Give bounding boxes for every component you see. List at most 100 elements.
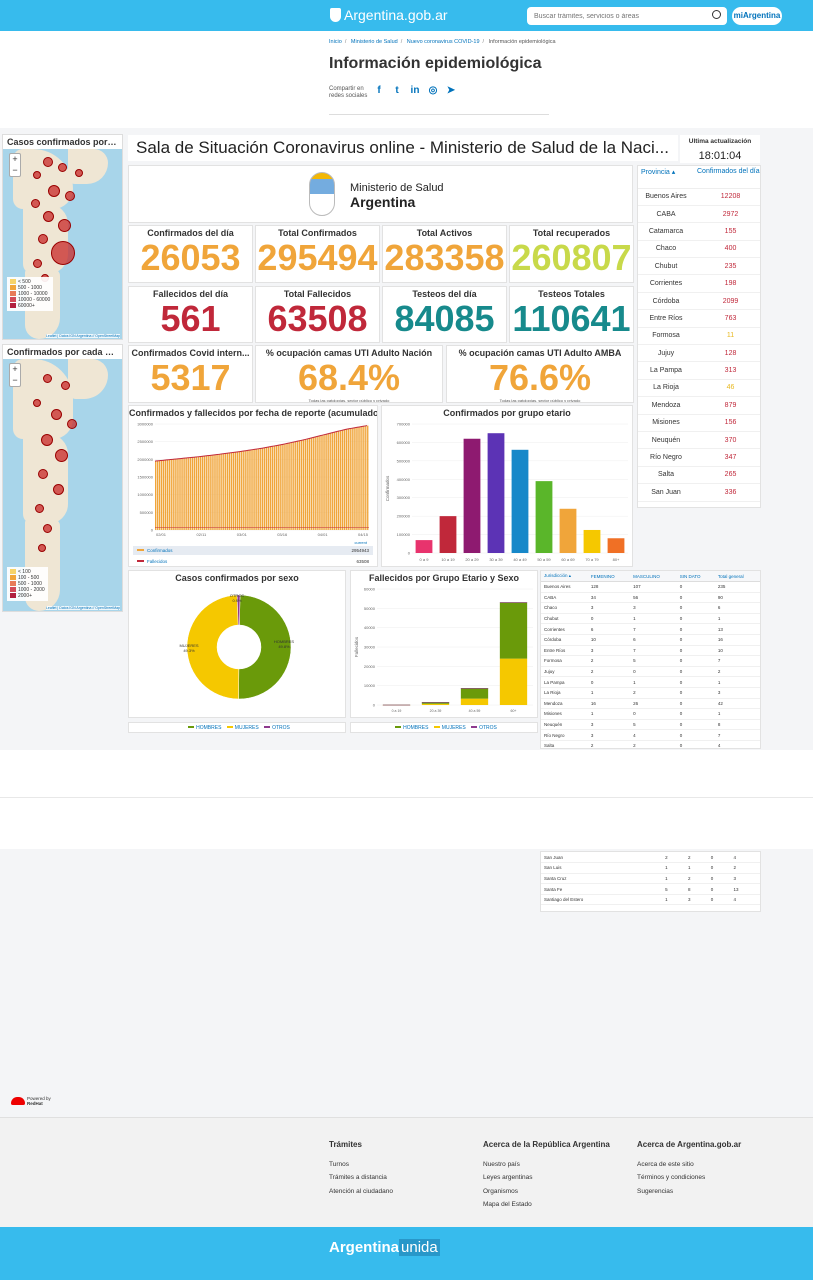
zoom-control[interactable]: + − <box>9 363 21 387</box>
footer-link[interactable]: Acerca de este sitio <box>637 1160 694 1168</box>
y-tick-label: 20000 <box>364 664 376 669</box>
telegram-icon[interactable]: ➤ <box>446 85 456 96</box>
bar <box>511 449 529 553</box>
table-row[interactable]: Neuquén 3 5 0 8 <box>541 719 760 731</box>
table-row[interactable]: Corrientes 198 <box>638 274 760 293</box>
table-cell: Buenos Aires <box>541 581 588 593</box>
breadcrumb-covid[interactable]: Nuevo coronavirus COVID-19 <box>406 39 480 45</box>
table-cell: 0 <box>676 687 715 699</box>
map-title: Casos confirmados por pr... <box>7 137 122 147</box>
footer-link[interactable]: Leyes argentinas <box>483 1174 533 1181</box>
table-row[interactable]: Chubut 235 <box>638 257 760 276</box>
kpi-hospitalized: Confirmados Covid intern... 5317 <box>128 345 253 403</box>
table-row[interactable]: San Luis 1 1 0 2 <box>541 862 760 874</box>
bar-confirmados <box>225 453 227 530</box>
table-row[interactable]: La Rioja 1 2 0 3 <box>541 687 760 699</box>
footer-link[interactable]: Atención al ciudadano <box>329 1187 393 1195</box>
y-axis-label: Fallecidos <box>354 636 359 657</box>
table-row[interactable]: Río Negro 3 4 0 7 <box>541 729 760 741</box>
table-row[interactable]: La Rioja 46 <box>638 379 760 398</box>
table-row[interactable]: Chubut 0 1 0 1 <box>541 613 760 625</box>
province-table[interactable]: Provincia ▴ Confirmados del día T Buenos… <box>637 165 761 508</box>
top-nav-bar: Argentina.gob.ar miArgentina <box>0 0 813 31</box>
table-cell: 1 <box>662 894 685 906</box>
kpi-total-active: Total Activos 283358 <box>382 225 507 283</box>
site-logo[interactable]: Argentina.gob.ar <box>330 7 448 23</box>
confirmed-value: 347 <box>694 448 760 467</box>
breadcrumb-ministerio[interactable]: Ministerio de Salud <box>350 39 398 45</box>
table-row[interactable]: Misiones 156 <box>638 414 760 432</box>
bar-confirmados <box>287 443 289 530</box>
table-row[interactable]: Formosa 2 5 0 7 <box>541 655 760 667</box>
col-header-confirmed[interactable]: Confirmados del día <box>694 166 760 189</box>
table-row[interactable]: Mendoza 16 26 0 42 <box>541 698 760 710</box>
table-row[interactable]: Entre Ríos 763 <box>638 309 760 328</box>
table-row[interactable]: Córdoba 2099 <box>638 292 760 311</box>
table-row[interactable]: Mendoza 879 <box>638 396 760 415</box>
table-row[interactable]: Jujuy 128 <box>638 344 760 363</box>
table-row[interactable]: Río Negro 347 <box>638 448 760 467</box>
table-cell: 4 <box>730 852 760 864</box>
mi-argentina-button[interactable]: miArgentina <box>732 7 782 25</box>
col-header-province[interactable]: Provincia ▴ <box>638 166 694 189</box>
table-row[interactable]: San Juan 2 2 0 4 <box>541 852 760 864</box>
table-row[interactable]: Buenos Aires 128 107 0 235 <box>541 581 760 593</box>
bar-confirmados <box>236 451 239 530</box>
search-icon[interactable] <box>712 10 721 19</box>
table-row[interactable]: Córdoba 10 6 0 16 <box>541 634 760 646</box>
table-row[interactable]: Catamarca 155 <box>638 222 760 241</box>
slice-label: OTROS <box>230 593 245 598</box>
facebook-icon[interactable]: f <box>377 85 381 96</box>
table-row[interactable]: Misiones 1 0 0 1 <box>541 708 760 720</box>
footer-link[interactable]: Nuestro país <box>483 1160 520 1168</box>
twitter-icon[interactable]: t <box>395 85 399 96</box>
table-row[interactable]: Corrientes 6 7 0 13 <box>541 623 760 635</box>
table-row[interactable]: CABA 34 56 0 90 <box>541 592 760 604</box>
table-row[interactable]: Santiago del Estero 1 3 0 4 <box>541 894 760 906</box>
coat-of-arms-icon <box>309 172 335 216</box>
breadcrumb-home[interactable]: Inicio <box>329 39 342 45</box>
footer-link[interactable]: Términos y condiciones <box>637 1174 706 1181</box>
deaths-by-jurisdiction-table[interactable]: Jurisdicción ▴ FEMENINO MASCULINO SIN DA… <box>540 570 761 749</box>
bar-confirmados <box>197 456 200 530</box>
footer-link[interactable]: Turnos <box>329 1160 349 1168</box>
map-attribution[interactable]: Leaflet | Datos IGN Argentina // OpenStr… <box>45 334 120 338</box>
table-row[interactable]: Salta 265 <box>638 466 760 485</box>
footer-link[interactable]: Mapa del Estado <box>483 1201 532 1208</box>
table-row[interactable]: Salta 2 2 0 4 <box>541 740 760 748</box>
table-row[interactable]: Santa Cruz 1 2 0 3 <box>541 873 760 885</box>
table-row[interactable]: Entre Ríos 3 7 0 10 <box>541 645 760 657</box>
y-tick-label: 2500000 <box>137 439 153 444</box>
bar-confirmados <box>273 446 276 530</box>
table-row[interactable]: Chaco 400 <box>638 240 760 259</box>
zoom-control[interactable]: + − <box>9 153 21 177</box>
col-header-total[interactable]: Total general <box>714 571 760 582</box>
footer-link[interactable]: Organismos <box>483 1187 519 1195</box>
table-row[interactable]: La Pampa 313 <box>638 361 760 380</box>
map-attribution[interactable]: Leaflet | Datos IGN Argentina // OpenStr… <box>45 606 120 610</box>
table-cell: 3 <box>587 602 631 614</box>
col-header-no-data[interactable]: SIN DATO <box>676 571 715 582</box>
col-header-jurisdiction[interactable]: Jurisdicción ▴ <box>541 571 588 582</box>
table-row[interactable]: San Juan 336 <box>638 483 760 502</box>
province-name: Neuquén <box>638 431 694 450</box>
table-row[interactable]: Buenos Aires 12208 <box>638 188 760 206</box>
map-canvas[interactable]: + − < 100 100 - 500 500 - 1000 1000 - 200… <box>3 359 122 611</box>
table-row[interactable]: Formosa 11 <box>638 327 760 346</box>
footer-link[interactable]: Sugerencias <box>637 1187 674 1195</box>
deaths-table-continued[interactable]: San Juan 2 2 0 4 San Luis 1 1 0 2 Santa Cruz 1 2 0 3 Sa… <box>540 851 761 912</box>
search-input[interactable] <box>527 7 727 25</box>
table-row[interactable]: CABA 2972 <box>638 205 760 224</box>
confirmed-value: 155 <box>694 222 760 241</box>
table-row[interactable]: Jujuy 2 0 0 2 <box>541 666 760 678</box>
table-row[interactable]: Neuquén 370 <box>638 431 760 450</box>
table-row[interactable]: Chaco 3 3 0 6 <box>541 602 760 614</box>
linkedin-icon[interactable]: in <box>410 85 420 96</box>
table-row[interactable]: La Pampa 0 1 0 1 <box>541 676 760 688</box>
map-canvas[interactable]: + − < 500 500 - 1000 1000 - 10000 10000 -… <box>3 149 122 339</box>
col-header-male[interactable]: MASCULINO <box>630 571 677 582</box>
whatsapp-icon[interactable]: ◎ <box>428 85 438 96</box>
footer-link[interactable]: Trámites a distancia <box>329 1174 387 1181</box>
table-row[interactable]: Santa Fe 5 8 0 13 <box>541 883 760 895</box>
col-header-female[interactable]: FEMENINO <box>587 571 631 582</box>
